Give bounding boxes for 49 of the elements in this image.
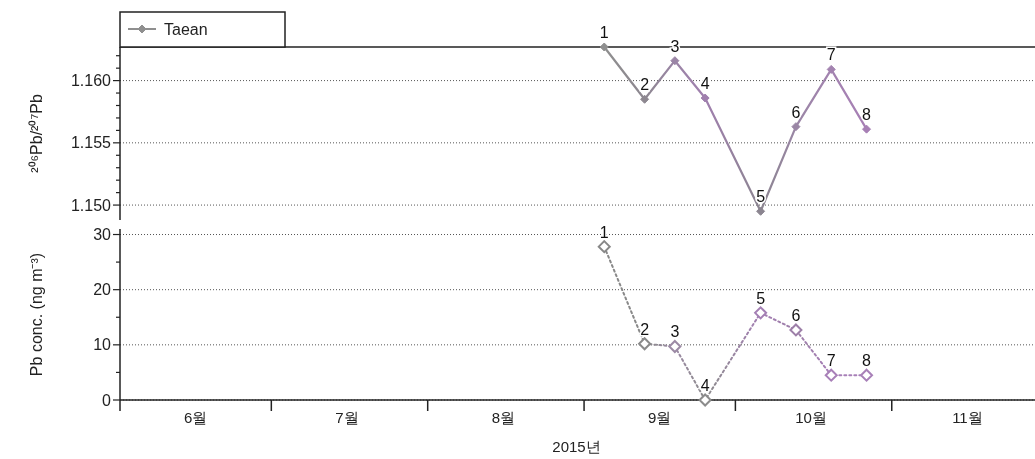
y-tick-label: 1.155 [70,134,112,152]
point [860,368,874,382]
annotation: 8 [862,352,872,370]
annotation: 1 [599,223,609,241]
x-tick-label: 8월 [491,409,516,426]
point [756,206,766,216]
point [670,56,680,66]
point [826,64,836,74]
point [668,339,682,353]
point [791,122,801,132]
y-tick-label: 0 [102,391,112,409]
annotation: 5 [756,188,766,206]
point [862,124,872,134]
annotation: 2 [640,320,650,338]
annotation: 1 [599,24,609,41]
annotation: 5 [756,289,766,307]
x-tick-label: 9월 [648,409,672,426]
annotation: 7 [826,352,836,370]
y-tick-label: 1.160 [70,72,112,90]
y-axis-title: ²⁰⁶Pb/²⁰⁷Pb [28,94,45,173]
annotation: 4 [700,75,710,93]
y-tick-label: 1.150 [70,196,112,214]
point [597,240,611,254]
x-axis-title: 2015년 [552,438,601,455]
x-tick-label: 10월 [795,409,827,426]
y-tick-label: 10 [93,336,112,354]
annotation: 8 [862,106,872,124]
x-tick-label: 11월 [952,409,983,426]
annotation: 4 [700,377,710,394]
legend: Taean [119,11,286,48]
point [789,323,803,337]
annotation: 6 [791,103,801,121]
x-tick-label: 7월 [335,409,359,426]
point [698,393,712,407]
point [824,368,838,382]
point [599,42,609,52]
annotation: 6 [791,306,801,324]
point [640,94,650,104]
point [754,306,768,320]
legend-label: Taean [164,21,208,38]
annotation: 3 [670,323,680,341]
annotation: 2 [640,76,650,94]
annotation: 7 [826,46,836,64]
x-tick-label: 6월 [183,409,208,426]
y-tick-label: 30 [93,226,112,244]
y-axis-title: Pb conc. (ng m⁻³) [28,252,45,377]
point [638,337,652,351]
point [700,93,710,103]
y-tick-label: 20 [93,281,112,299]
